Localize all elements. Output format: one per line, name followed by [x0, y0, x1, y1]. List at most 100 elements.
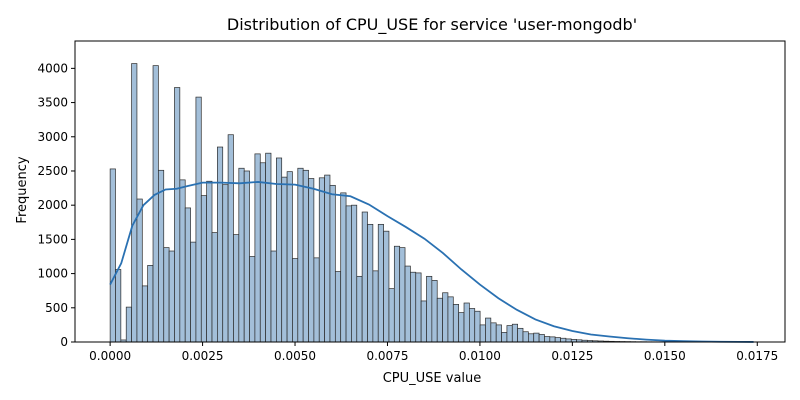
histogram-bar	[276, 157, 283, 343]
histogram-bar	[528, 333, 535, 343]
histogram-bar	[458, 312, 465, 343]
histogram-bar	[217, 146, 224, 343]
histogram-bar	[174, 87, 181, 343]
histogram-bar	[506, 325, 513, 343]
histogram-bar	[233, 234, 240, 343]
histogram-bar	[131, 63, 138, 343]
histogram-bar	[238, 167, 245, 343]
plot-frame	[74, 40, 786, 343]
histogram-bar	[168, 250, 175, 343]
histogram-bar	[351, 204, 358, 343]
histogram-bar	[426, 275, 433, 343]
x-tick-label: 0.0000	[89, 349, 131, 363]
kde-curve	[109, 181, 754, 343]
histogram-bar	[318, 177, 325, 343]
histogram-bar	[345, 205, 352, 343]
histogram-bar	[136, 198, 143, 343]
y-tick-label: 4000	[37, 61, 68, 75]
histogram-bar	[125, 306, 132, 343]
histogram-bar	[442, 292, 449, 343]
histogram-bar	[549, 336, 556, 343]
histogram-bar	[243, 170, 250, 343]
histogram-bar	[200, 195, 207, 343]
histogram-bar	[463, 302, 470, 343]
histogram-bar	[329, 184, 336, 343]
histogram-bar	[399, 247, 406, 343]
histogram-bar	[195, 96, 202, 343]
histogram-bar	[479, 324, 486, 343]
histogram-bar	[281, 176, 288, 343]
x-axis-title: CPU_USE value	[383, 371, 482, 386]
y-axis: 0 500 1000 1500 2000 2500 3000 3500 4000	[37, 61, 75, 349]
histogram-bar	[163, 247, 170, 343]
histogram-bar	[377, 223, 384, 343]
histogram-bar	[179, 179, 186, 343]
histogram-bar	[222, 184, 229, 343]
histogram-bar	[313, 257, 320, 343]
histogram-bar	[485, 317, 492, 343]
histogram-bar	[227, 134, 234, 343]
histogram-bar	[147, 265, 154, 343]
x-tick-label: 0.0100	[459, 349, 501, 363]
histogram-bar	[206, 180, 213, 343]
y-tick-label: 1500	[37, 232, 68, 246]
histogram-bar	[297, 167, 304, 343]
histogram-bars	[109, 63, 717, 343]
histogram-bar	[383, 230, 390, 343]
histogram-bar	[420, 300, 427, 343]
histogram-bar	[554, 337, 561, 343]
x-axis: 0.0000 0.0025 0.0050 0.0075 0.0100 0.0125 0.01…	[89, 342, 778, 363]
histogram-bar	[447, 296, 454, 343]
x-tick-label: 0.0125	[551, 349, 593, 363]
histogram-bar	[292, 258, 299, 343]
histogram-bar	[308, 178, 315, 343]
histogram-bar	[259, 162, 266, 343]
histogram-bar	[388, 288, 395, 343]
histogram-bar	[356, 275, 363, 343]
x-tick-label: 0.0175	[736, 349, 778, 363]
histogram-bar	[152, 65, 159, 343]
x-tick-label: 0.0025	[182, 349, 224, 363]
y-tick-label: 2000	[37, 198, 68, 212]
histogram-bar	[249, 256, 256, 343]
y-tick-label: 0	[60, 335, 68, 349]
histogram-bar	[393, 245, 401, 343]
histogram-bar	[501, 332, 508, 343]
histogram-bar	[490, 322, 497, 343]
y-tick-label: 3000	[37, 130, 68, 144]
histogram-bar	[190, 241, 197, 343]
histogram-bar	[544, 336, 551, 343]
histogram-bar	[265, 152, 272, 343]
histogram-bar	[158, 169, 165, 343]
histogram-bar	[340, 192, 347, 343]
histogram-bar	[115, 269, 122, 343]
histogram-bar	[452, 304, 460, 343]
y-tick-label: 2500	[37, 164, 68, 178]
x-tick-label: 0.0075	[366, 349, 408, 363]
histogram-bar	[367, 223, 374, 343]
histogram-bar	[361, 211, 368, 343]
histogram-bar	[517, 327, 524, 343]
histogram-bar	[109, 168, 116, 343]
histogram-bar	[533, 332, 540, 343]
histogram-bar	[436, 297, 443, 343]
histogram-bar	[404, 265, 411, 343]
histogram-bar	[474, 310, 481, 343]
histogram-bar	[469, 308, 476, 343]
y-tick-label: 1000	[37, 267, 68, 281]
histogram-bar	[415, 272, 422, 343]
y-axis-title: Frequency	[15, 156, 30, 223]
histogram-bar	[522, 331, 529, 343]
histogram-bar	[334, 271, 342, 343]
x-tick-label: 0.0150	[644, 349, 686, 363]
histogram-bar	[511, 323, 518, 343]
histogram-bar	[141, 285, 149, 343]
histogram-bar	[302, 169, 309, 343]
x-tick-label: 0.0050	[274, 349, 316, 363]
histogram-bar	[410, 271, 417, 343]
histogram-bar	[495, 324, 502, 343]
histogram-bar	[538, 334, 545, 343]
histogram-bar	[560, 337, 567, 343]
